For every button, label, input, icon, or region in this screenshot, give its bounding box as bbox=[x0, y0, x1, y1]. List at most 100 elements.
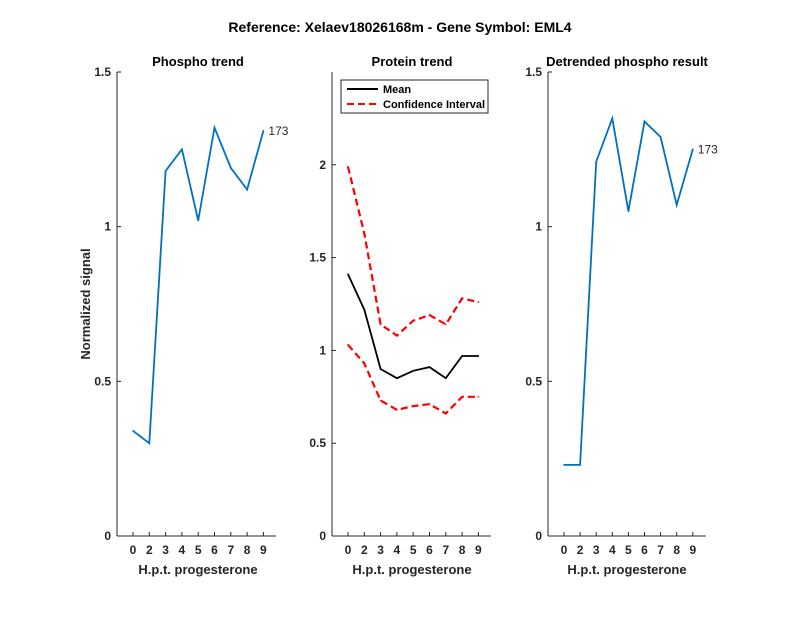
x-tick-label: 3 bbox=[593, 543, 600, 557]
data-point bbox=[246, 188, 248, 191]
data-point bbox=[659, 136, 662, 138]
data-point bbox=[132, 430, 134, 432]
x-tick-label: 8 bbox=[244, 543, 251, 557]
data-point bbox=[428, 314, 431, 316]
data-point bbox=[164, 170, 167, 172]
y-tick-label: 2 bbox=[319, 158, 326, 172]
legend-label-ci: Confidence Interval bbox=[383, 99, 485, 111]
data-point bbox=[477, 301, 480, 303]
point-annotation: 173 bbox=[698, 142, 718, 156]
y-tick-label: 1 bbox=[535, 220, 542, 234]
x-tick-label: 4 bbox=[394, 543, 401, 557]
y-tick-label: 0.5 bbox=[525, 374, 542, 388]
data-point bbox=[461, 297, 463, 300]
data-point bbox=[428, 366, 431, 368]
y-tick-label: 1.5 bbox=[525, 65, 542, 79]
data-point bbox=[461, 355, 463, 357]
data-point bbox=[445, 323, 447, 326]
data-point bbox=[477, 355, 480, 357]
x-tick-label: 5 bbox=[410, 543, 417, 557]
x-tick-label: 0 bbox=[561, 543, 568, 557]
data-point bbox=[181, 148, 183, 151]
data-point bbox=[563, 464, 565, 466]
data-point bbox=[445, 412, 447, 415]
x-tick-label: 7 bbox=[442, 543, 449, 557]
x-tick-label: 8 bbox=[673, 543, 680, 557]
legend: Mean Confidence Interval bbox=[340, 79, 489, 114]
data-point bbox=[347, 165, 349, 168]
data-point bbox=[363, 308, 366, 311]
y-axis-label: Normalized signal bbox=[78, 248, 93, 359]
data-point bbox=[379, 323, 382, 326]
data-point bbox=[461, 396, 463, 398]
data-point bbox=[347, 273, 349, 276]
data-point bbox=[445, 377, 447, 380]
legend-box bbox=[340, 79, 489, 114]
y-tick-label: 1 bbox=[319, 343, 326, 357]
x-tick-label: 6 bbox=[426, 543, 433, 557]
x-tick-label: 8 bbox=[459, 543, 466, 557]
data-point bbox=[412, 319, 415, 322]
data-point bbox=[379, 399, 382, 402]
x-tick-label: 5 bbox=[625, 543, 632, 557]
x-tick-label: 4 bbox=[609, 543, 616, 557]
data-point bbox=[692, 148, 694, 151]
x-tick-label: 7 bbox=[227, 543, 234, 557]
y-tick-label: 1 bbox=[104, 220, 111, 234]
legend-label-mean: Mean bbox=[383, 84, 411, 96]
data-point bbox=[148, 442, 151, 445]
x-axis-label: H.p.t. progesterone bbox=[352, 562, 471, 577]
y-tick-label: 0.5 bbox=[94, 374, 111, 388]
data-point bbox=[363, 362, 366, 365]
x-tick-label: 9 bbox=[260, 543, 267, 557]
data-point bbox=[396, 334, 398, 337]
x-tick-label: 2 bbox=[361, 543, 368, 557]
data-point bbox=[428, 403, 431, 406]
data-point bbox=[347, 344, 349, 346]
panel-title: Protein trend bbox=[372, 54, 453, 69]
x-tick-label: 3 bbox=[377, 543, 384, 557]
figure-title: Reference: Xelaev18026168m - Gene Symbol… bbox=[228, 19, 571, 35]
x-tick-label: 0 bbox=[345, 543, 352, 557]
x-tick-label: 6 bbox=[641, 543, 648, 557]
x-tick-label: 9 bbox=[689, 543, 696, 557]
panel-title: Detrended phospho result bbox=[546, 54, 708, 69]
data-point bbox=[262, 129, 265, 132]
y-tick-label: 1.5 bbox=[94, 65, 111, 79]
data-point bbox=[363, 232, 366, 235]
x-tick-label: 4 bbox=[179, 543, 186, 557]
data-point bbox=[412, 405, 415, 407]
panel-title: Phospho trend bbox=[152, 54, 244, 69]
y-tick-label: 1.5 bbox=[309, 251, 326, 265]
x-tick-label: 3 bbox=[162, 543, 169, 557]
y-tick-label: 0 bbox=[319, 529, 326, 543]
x-tick-label: 2 bbox=[577, 543, 584, 557]
data-point bbox=[379, 368, 382, 370]
point-annotation: 173 bbox=[268, 124, 288, 138]
x-tick-label: 7 bbox=[657, 543, 664, 557]
data-point bbox=[611, 117, 614, 120]
data-point bbox=[213, 126, 216, 129]
x-tick-label: 2 bbox=[146, 543, 153, 557]
y-tick-label: 0 bbox=[104, 529, 111, 543]
x-tick-label: 9 bbox=[475, 543, 482, 557]
data-point bbox=[412, 370, 415, 372]
data-point bbox=[643, 120, 646, 123]
data-point bbox=[396, 377, 398, 380]
data-point bbox=[477, 396, 480, 398]
data-point bbox=[627, 210, 630, 212]
data-point bbox=[579, 464, 581, 466]
data-point bbox=[197, 219, 199, 222]
data-point bbox=[396, 408, 398, 411]
data-point bbox=[595, 160, 597, 163]
x-axis-label: H.p.t. progesterone bbox=[138, 562, 257, 577]
x-tick-label: 5 bbox=[195, 543, 202, 557]
x-axis-label: H.p.t. progesterone bbox=[567, 562, 686, 577]
data-point bbox=[675, 204, 678, 206]
x-tick-label: 0 bbox=[130, 543, 137, 557]
x-tick-label: 6 bbox=[211, 543, 218, 557]
